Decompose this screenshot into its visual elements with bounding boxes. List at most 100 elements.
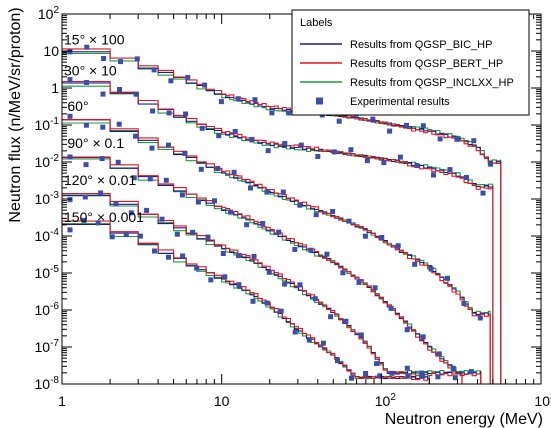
- angle-label-0: 15° × 100: [64, 32, 125, 48]
- exp-point-1: [480, 190, 486, 196]
- exp-point-5: [166, 254, 171, 260]
- legend-label-2: Results from QGSP_INCLXX_HP: [350, 77, 514, 89]
- legend-title: Labels: [300, 17, 333, 29]
- exp-point-4: [374, 361, 380, 367]
- y-tick-label: 10-1: [35, 116, 60, 133]
- exp-point-3: [404, 327, 410, 333]
- exp-point-3: [195, 199, 201, 205]
- exp-point-1: [166, 110, 172, 116]
- exp-point-5: [109, 234, 115, 240]
- exp-point-3: [212, 198, 217, 204]
- angle-label-5: 150° × 0.001: [64, 209, 144, 225]
- exp-point-1: [381, 160, 387, 166]
- exp-point-3: [308, 247, 314, 253]
- y-tick-label: 10-4: [35, 227, 60, 244]
- x-tick-label: 103: [534, 392, 551, 409]
- axis-ticks: 1 10 102 103 10-8 10-7 10-6 10-5 10-4 10-3 10-2 10-…: [35, 5, 551, 409]
- exp-point-4: [358, 332, 364, 338]
- exp-point-5: [292, 329, 298, 335]
- exp-point-2: [379, 235, 385, 240]
- sim-curve-bert-5: [62, 220, 430, 384]
- exp-point-2: [83, 122, 89, 128]
- exp-point-1: [364, 158, 370, 164]
- exp-point-5: [123, 232, 129, 238]
- exp-point-3: [228, 209, 233, 215]
- exp-point-1: [117, 87, 122, 92]
- exp-point-5: [377, 373, 383, 379]
- sim-curve-bert-1: [62, 80, 494, 384]
- sim-curve-bert-3: [62, 156, 482, 384]
- exp-point-5: [208, 277, 214, 283]
- exp-point-0: [269, 110, 275, 116]
- exp-point-0: [134, 56, 140, 62]
- exp-point-5: [405, 373, 411, 379]
- exp-point-4: [297, 282, 303, 288]
- angle-label-4: 120° × 0.01: [64, 172, 136, 188]
- exp-point-0: [252, 97, 258, 103]
- exp-point-5: [81, 217, 87, 223]
- exp-point-2: [133, 133, 139, 139]
- exp-point-4: [174, 231, 180, 237]
- exp-point-0: [387, 128, 393, 134]
- exp-point-4: [435, 374, 441, 380]
- exp-point-2: [182, 150, 188, 156]
- exp-point-2: [100, 124, 106, 130]
- exp-point-2: [215, 166, 221, 171]
- exp-point-4: [389, 370, 395, 376]
- exp-point-3: [292, 246, 298, 252]
- exp-point-3: [83, 162, 89, 168]
- exp-point-0: [84, 44, 90, 50]
- exp-point-3: [420, 334, 426, 340]
- sim-curve-inclxx-5: [62, 223, 430, 384]
- exp-point-4: [98, 190, 104, 196]
- exp-point-1: [282, 141, 288, 146]
- exp-point-2: [362, 233, 368, 239]
- exp-point-4: [144, 207, 150, 213]
- y-tick-label: 1: [51, 80, 59, 96]
- legend-label-0: Results from QGSP_BIC_HP: [350, 39, 492, 51]
- exp-point-2: [395, 243, 401, 249]
- exp-point-2: [116, 121, 122, 127]
- exp-point-2: [149, 145, 155, 151]
- angle-label-2: 60°: [67, 98, 88, 114]
- exp-point-0: [488, 161, 494, 167]
- exp-point-5: [222, 274, 228, 280]
- exp-point-1: [67, 77, 73, 83]
- exp-point-1: [183, 111, 189, 117]
- exp-point-5: [335, 358, 340, 364]
- exp-point-3: [372, 285, 378, 291]
- exp-point-0: [202, 82, 208, 88]
- y-axis-title: Neutron flux (n/MeV/sr/proton): [7, 7, 24, 222]
- exp-point-3: [260, 221, 266, 226]
- exp-point-3: [163, 177, 169, 183]
- exp-point-3: [99, 156, 105, 162]
- y-tick-label: 102: [38, 5, 60, 22]
- exp-point-2: [313, 212, 319, 218]
- exp-point-0: [235, 96, 241, 102]
- exp-point-5: [152, 248, 157, 254]
- exp-point-5: [278, 308, 284, 314]
- exp-point-1: [414, 163, 420, 168]
- exp-point-3: [67, 154, 73, 160]
- exp-point-5: [306, 337, 312, 343]
- sim-curve-bic-5: [62, 223, 430, 384]
- exp-point-2: [428, 266, 434, 272]
- exp-point-3: [452, 375, 458, 381]
- exp-point-0: [151, 67, 157, 73]
- exp-point-4: [450, 365, 456, 371]
- exp-point-1: [397, 154, 403, 160]
- exp-point-3: [468, 369, 474, 375]
- exp-point-1: [150, 108, 156, 114]
- exp-point-4: [113, 201, 119, 207]
- exp-point-5: [363, 371, 369, 376]
- exp-point-4: [404, 365, 410, 371]
- exp-point-3: [147, 176, 153, 182]
- exp-point-0: [286, 110, 292, 116]
- legend: Labels Results from QGSP_BIC_HP Results f…: [291, 9, 530, 116]
- exp-point-1: [232, 129, 238, 134]
- exp-point-2: [477, 315, 483, 321]
- exp-point-2: [412, 261, 418, 267]
- exp-point-4: [328, 314, 334, 320]
- exp-point-2: [297, 202, 303, 208]
- exp-point-3: [179, 192, 185, 198]
